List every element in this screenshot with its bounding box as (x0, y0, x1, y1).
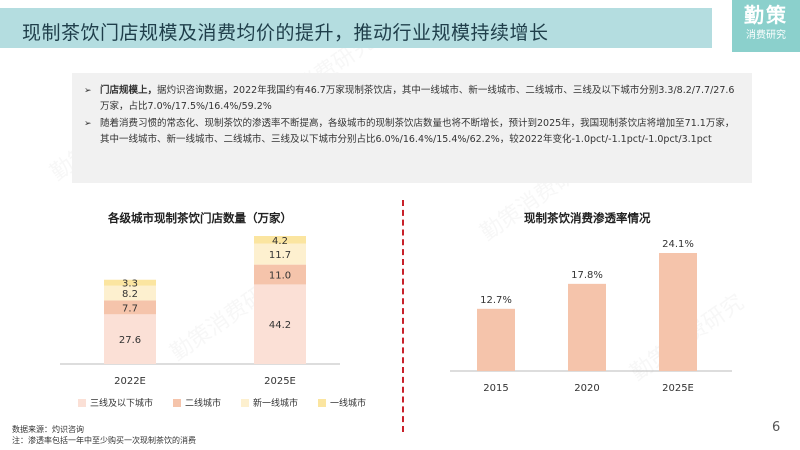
bar (659, 253, 697, 371)
brand-logo: 勤策 消费研究 (732, 0, 800, 52)
stacked-bar-segment (254, 243, 306, 265)
x-tick-label: 2025E (264, 376, 296, 387)
legend-label: 新一线城市 (253, 399, 299, 409)
stacked-bar-segment (254, 284, 306, 364)
data-label: 27.6 (119, 335, 141, 346)
bar (477, 308, 515, 371)
page-number: 6 (772, 420, 781, 435)
summary-bullet: ➢ 门店规模上，据灼识咨询数据，2022年我国约有46.7万家现制茶饮店，其中一线… (84, 83, 738, 115)
data-label: 17.8% (571, 270, 603, 281)
data-label: 11.0 (269, 271, 291, 282)
x-tick-label: 2020 (574, 383, 599, 394)
stacked-bar-segment (104, 285, 156, 301)
page-title: 现制茶饮门店规模及消费均价的提升，推动行业规模持续增长 (22, 22, 549, 44)
legend-item: 新一线城市 (241, 396, 298, 409)
legend-swatch (318, 398, 327, 407)
legend-item: 一线城市 (318, 396, 366, 409)
data-label: 11.7 (269, 250, 291, 261)
stacked-bar-segment (254, 264, 306, 285)
chart-legend: 三线及以下城市 二线城市 新一线城市 一线城市 (78, 396, 366, 409)
bullet-lead: 门店规模上， (100, 85, 158, 96)
section-divider (402, 200, 404, 432)
x-tick-label: 2025E (662, 383, 694, 394)
data-label: 12.7% (480, 295, 512, 306)
stacked-bar-segment (104, 279, 156, 286)
x-tick-label: 2022E (114, 376, 146, 387)
stacked-bar-segment (254, 236, 306, 244)
arrow-bullet-icon: ➢ (84, 86, 92, 96)
legend-item: 三线及以下城市 (78, 396, 153, 409)
data-label: 24.1% (662, 239, 694, 250)
data-label: 7.7 (122, 303, 138, 314)
legend-label: 三线及以下城市 (90, 399, 154, 409)
stacked-bar-segment (104, 300, 156, 315)
footnote: 注：渗透率包括一年中至少购买一次现制茶饮的消费 (12, 436, 196, 445)
data-label: 44.2 (269, 320, 291, 331)
source-note: 数据来源：灼识咨询 (12, 425, 84, 434)
legend-item: 二线城市 (173, 396, 221, 409)
summary-bullet: ➢ 随着消费习惯的常态化、现制茶饮的渗透率不断提高，各级城市的现制茶饮店数量也将不… (84, 116, 738, 148)
chart-title-stores: 各级城市现制茶饮门店数量（万家） (108, 211, 292, 225)
bullet-text: 随着消费习惯的常态化、现制茶饮的渗透率不断提高，各级城市的现制茶饮店数量也将不断… (100, 118, 735, 145)
data-label: 3.3 (122, 279, 138, 290)
summary-box: ➢ 门店规模上，据灼识咨询数据，2022年我国约有46.7万家现制茶饮店，其中一线… (72, 73, 752, 183)
legend-swatch (241, 398, 250, 407)
bullet-text: 据灼识咨询数据，2022年我国约有46.7万家现制茶饮店，其中一线城市、新一线城… (100, 85, 735, 112)
brand-name: 勤策 (744, 3, 788, 27)
data-label: 4.2 (272, 236, 288, 247)
chart-title-penetration: 现制茶饮消费渗透率情况 (524, 211, 651, 225)
arrow-bullet-icon: ➢ (84, 119, 92, 129)
x-tick-label: 2015 (483, 383, 508, 394)
bar (568, 283, 606, 371)
legend-label: 二线城市 (185, 399, 222, 409)
legend-swatch (78, 398, 86, 407)
legend-swatch (173, 398, 182, 407)
stacked-bar-segment (104, 314, 156, 364)
store-count-chart: 27.6 7.7 8.23.3 2022E 44.2 11.0 11.7 4.2 2025E (60, 236, 340, 387)
data-label: 8.2 (122, 289, 138, 300)
title-bar: 现制茶饮门店规模及消费均价的提升，推动行业规模持续增长 (0, 8, 712, 48)
legend-label: 一线城市 (330, 399, 367, 409)
penetration-rate-chart: 12.7% 2015 17.8% 2020 24.1% 2025E (450, 239, 732, 394)
brand-subtitle: 消费研究 (746, 30, 786, 41)
